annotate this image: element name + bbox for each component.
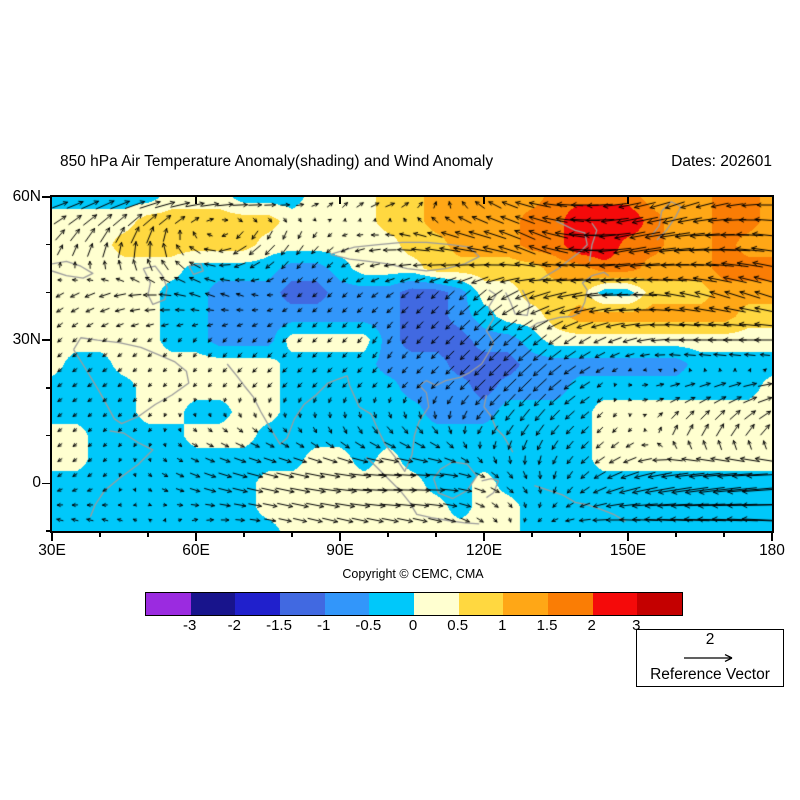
x-axis-label: 30E	[38, 542, 66, 559]
x-axis-tick	[531, 533, 533, 537]
colorbar-segment	[458, 593, 504, 615]
x-axis-label: 90E	[326, 542, 354, 559]
top-axis-tick	[195, 197, 197, 204]
map-shading-and-wind-canvas	[52, 197, 772, 531]
x-axis-label: 180	[759, 542, 785, 559]
copyright-text: Copyright © CEMC, CMA	[342, 567, 484, 581]
x-axis-tick	[627, 533, 629, 541]
colorbar-segment	[146, 593, 191, 615]
colorbar-tick-label: 0	[408, 617, 418, 634]
colorbar-tick-label: 3	[632, 617, 641, 634]
x-axis-tick	[435, 533, 437, 537]
top-axis-tick	[627, 197, 629, 204]
dates-label: Dates: 202601	[671, 153, 772, 170]
x-axis-tick	[339, 533, 341, 541]
colorbar-segment	[592, 593, 638, 615]
x-axis-tick	[675, 533, 677, 537]
x-axis-tick	[291, 533, 293, 537]
x-axis-tick	[195, 533, 197, 541]
colorbar-tick-label: -2	[227, 617, 241, 634]
colorbar-tick-label: 0.5	[447, 617, 469, 634]
colorbar-segment	[324, 593, 370, 615]
colorbar-tick-label: -3	[182, 617, 197, 634]
reference-vector-value: 2	[705, 631, 715, 648]
colorbar-tick-label: -1.5	[266, 617, 292, 634]
y-axis-tick	[46, 387, 50, 389]
x-axis-tick	[51, 533, 53, 541]
colorbar-tick-label: 2	[587, 617, 596, 634]
reference-vector-box: 2 Reference Vector	[636, 629, 784, 687]
x-axis-tick	[723, 533, 725, 537]
colorbar-tick-label: 1.5	[536, 617, 558, 634]
map-plot-area	[50, 195, 774, 533]
x-axis-tick	[147, 533, 149, 537]
colorbar-segment	[414, 593, 459, 615]
top-axis-tick	[483, 197, 485, 204]
reference-vector-label: Reference Vector	[650, 666, 770, 683]
top-axis-tick	[339, 197, 341, 204]
y-axis-tick	[46, 434, 50, 437]
x-axis-label: 60E	[182, 542, 210, 559]
x-axis-tick	[483, 533, 485, 541]
x-axis-label: 150E	[609, 542, 647, 559]
x-axis-tick	[99, 533, 101, 537]
colorbar-segment	[637, 593, 683, 615]
colorbar-tick-label: 1	[498, 617, 507, 634]
colorbar-segment	[548, 593, 593, 615]
x-axis-tick	[243, 533, 245, 537]
x-axis-tick	[387, 533, 389, 537]
y-axis-label: 0	[32, 474, 41, 492]
y-axis-tick	[42, 339, 50, 341]
x-axis-tick	[579, 533, 581, 537]
colorbar-segment	[190, 593, 236, 615]
y-axis-tick	[42, 482, 50, 485]
colorbar-tick-label: -0.5	[355, 617, 382, 634]
colorbar-segment	[280, 593, 325, 615]
y-axis-tick	[46, 530, 50, 532]
x-axis-label: 120E	[465, 542, 503, 559]
y-axis-label: 30N	[12, 331, 41, 349]
colorbar-segment	[235, 593, 281, 615]
colorbar	[145, 592, 683, 616]
chart-title: 850 hPa Air Temperature Anomaly(shading)…	[60, 153, 494, 170]
x-axis-tick	[771, 533, 773, 541]
colorbar-segment	[369, 593, 415, 615]
colorbar-tick-labels: -3 -2 -1.5 -1 -0.5 0 0.5 1 1.5 2 3	[145, 617, 681, 637]
y-axis-tick	[46, 243, 50, 246]
colorbar-segment	[503, 593, 549, 615]
y-axis-tick	[46, 291, 50, 294]
y-axis-label: 60N	[12, 188, 41, 205]
colorbar-tick-label: -1	[316, 617, 331, 634]
y-axis-tick	[42, 196, 50, 198]
reference-vector-arrow-icon	[684, 653, 733, 662]
